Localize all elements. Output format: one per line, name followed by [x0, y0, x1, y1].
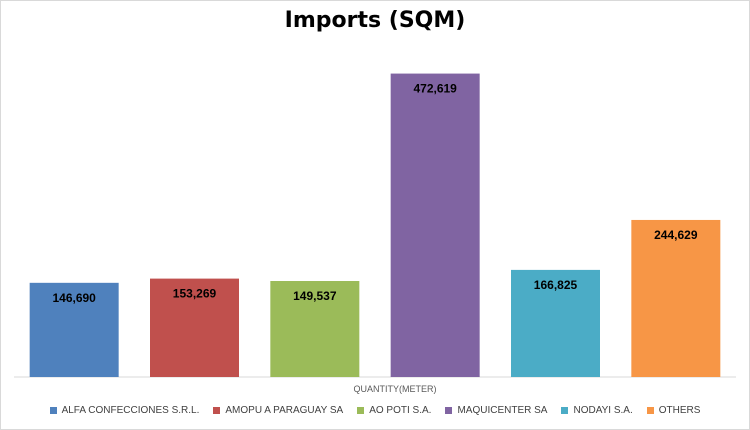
legend-swatch-6 [646, 407, 654, 414]
bars-group: 146,690 153,269 149,537 472,619 166,825 244,6… [29, 73, 721, 377]
legend-label-6: OTHERS [658, 405, 701, 416]
legend-item-5: NODAYI S.A. [561, 405, 633, 416]
legend-swatch-5 [561, 407, 569, 414]
bar-1 [29, 282, 119, 377]
legend-swatch-4 [445, 407, 453, 414]
bar-value-label-4: 472,619 [413, 82, 457, 96]
legend-item-6: OTHERS [646, 405, 701, 416]
legend-label-2: AMOPU A PARAGUAY SA [225, 405, 344, 416]
bar-3 [270, 280, 360, 377]
x-axis-label: QUANTITY(METER) [354, 384, 437, 394]
bar-value-label-6: 244,629 [654, 228, 698, 242]
bar-2 [150, 278, 239, 377]
bar-4 [390, 73, 480, 377]
bar-value-label-3: 149,537 [293, 289, 337, 303]
legend-item-2: AMOPU A PARAGUAY SA [213, 405, 343, 416]
legend-swatch-1 [49, 407, 57, 414]
legend-label-4: MAQUICENTER SA [457, 405, 548, 416]
legend-swatch-2 [213, 407, 221, 414]
legend-label-5: NODAYI S.A. [573, 405, 633, 416]
bar-5 [511, 269, 600, 377]
legend: ALFA CONFECCIONES S.R.L. AMOPU A PARAGUAY… [0, 405, 750, 416]
bar-value-label-1: 146,690 [52, 291, 96, 305]
legend-item-3: AO POTI S.A. [357, 405, 431, 416]
legend-swatch-3 [357, 407, 365, 414]
legend-label-3: AO POTI S.A. [369, 405, 432, 416]
bar-value-label-5: 166,825 [534, 278, 578, 292]
legend-item-4: MAQUICENTER SA [445, 405, 547, 416]
bar-value-label-2: 153,269 [173, 287, 217, 301]
bar-6 [631, 219, 721, 377]
legend-label-1: ALFA CONFECCIONES S.R.L. [61, 405, 200, 416]
chart-title: Imports (SQM) [284, 8, 466, 33]
legend-item-1: ALFA CONFECCIONES S.R.L. [49, 405, 200, 416]
